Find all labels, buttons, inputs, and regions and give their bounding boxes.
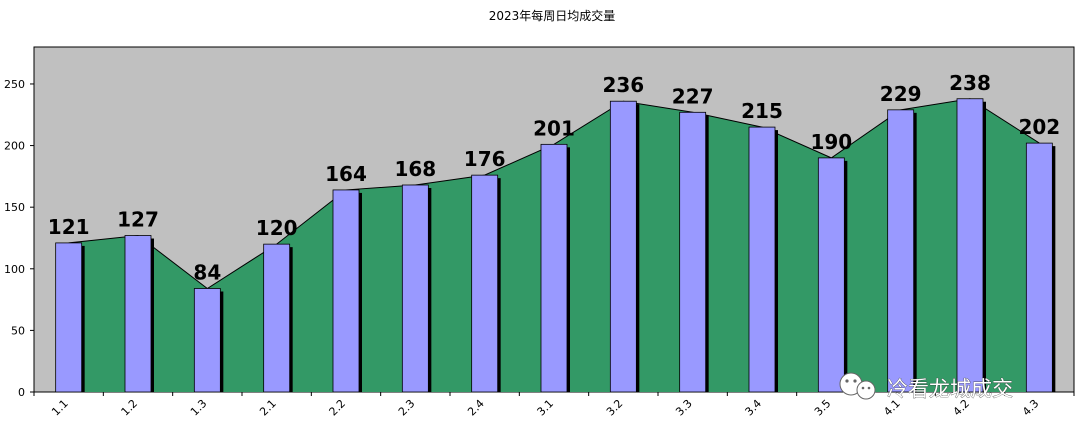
x-tick-label: 3.1 bbox=[535, 397, 557, 419]
bar bbox=[55, 242, 83, 393]
wechat-icon bbox=[839, 372, 876, 400]
bar bbox=[1025, 142, 1053, 393]
data-label: 202 bbox=[1018, 115, 1060, 139]
bar bbox=[471, 174, 499, 393]
x-tick-label: 3.4 bbox=[743, 397, 765, 419]
data-label: 176 bbox=[464, 147, 506, 171]
bar bbox=[679, 111, 707, 393]
x-tick-label: 2.4 bbox=[465, 397, 487, 419]
bar bbox=[332, 189, 360, 393]
data-label: 190 bbox=[810, 130, 852, 154]
data-label: 215 bbox=[741, 99, 783, 123]
data-label: 127 bbox=[117, 208, 159, 232]
y-tick-label: 0 bbox=[18, 386, 25, 399]
x-tick-label: 2.1 bbox=[257, 397, 279, 419]
y-tick-label: 50 bbox=[11, 324, 25, 337]
x-tick-label: 1.2 bbox=[119, 397, 141, 419]
data-label: 168 bbox=[394, 157, 436, 181]
x-tick-label: 2.3 bbox=[396, 397, 418, 419]
bar bbox=[748, 126, 776, 393]
x-tick-label: 1.1 bbox=[49, 397, 71, 419]
bar bbox=[609, 100, 637, 393]
data-label: 238 bbox=[949, 71, 991, 95]
y-tick-label: 250 bbox=[4, 78, 25, 91]
bar bbox=[263, 243, 291, 393]
x-tick-label: 4.3 bbox=[1020, 397, 1042, 419]
x-tick-label: 3.3 bbox=[673, 397, 695, 419]
data-label: 236 bbox=[602, 73, 644, 97]
x-tick-label: 3.2 bbox=[604, 397, 626, 419]
data-label: 201 bbox=[533, 116, 575, 140]
watermark: 冷看龙城成交 bbox=[839, 372, 1013, 401]
y-tick-label: 200 bbox=[4, 140, 25, 153]
bar bbox=[887, 109, 915, 393]
bar bbox=[540, 143, 568, 393]
x-tick-label: 3.5 bbox=[812, 397, 834, 419]
chart-title: 2023年每周日均成交量 bbox=[489, 8, 616, 23]
bar bbox=[817, 157, 845, 393]
watermark-text: 冷看龙城成交 bbox=[887, 377, 1013, 401]
y-tick-label: 100 bbox=[4, 263, 25, 276]
bar bbox=[193, 288, 221, 393]
x-tick-label: 1.3 bbox=[188, 397, 210, 419]
bar bbox=[401, 184, 429, 393]
y-tick-label: 150 bbox=[4, 201, 25, 214]
data-label: 121 bbox=[48, 215, 90, 239]
data-label: 120 bbox=[256, 216, 298, 240]
bar bbox=[124, 235, 152, 393]
data-label: 84 bbox=[193, 261, 221, 285]
data-label: 227 bbox=[672, 84, 714, 108]
bar bbox=[956, 98, 984, 393]
data-label: 229 bbox=[880, 82, 922, 106]
x-tick-label: 2.2 bbox=[327, 397, 349, 419]
data-label: 164 bbox=[325, 162, 367, 186]
